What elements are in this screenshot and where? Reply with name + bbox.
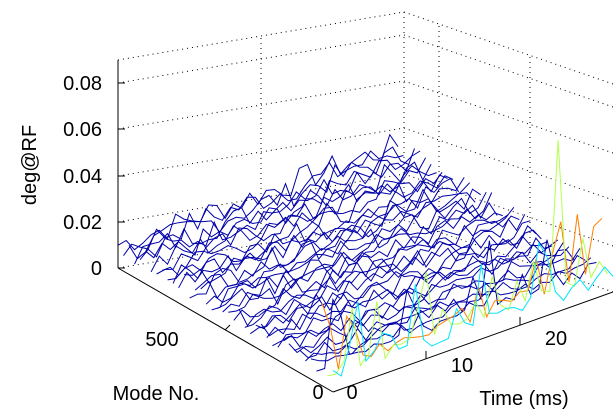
waterfall-trace: [250, 220, 531, 335]
gridline-z-0.06: [117, 80, 405, 130]
time-axis-label: Time (ms): [479, 388, 568, 410]
waterfall-trace: [277, 239, 559, 348]
waterfall-traces: [117, 133, 613, 377]
z-tick-label-0.02: 0.02: [63, 212, 102, 234]
time-axis-line: [332, 291, 613, 393]
waterfall-trace: [327, 140, 608, 377]
waterfall-trace: [184, 177, 465, 284]
mode-tick-label-500: 500: [145, 329, 178, 351]
axes: 0 0.02 0.04 0.06 0.08 500 0 0 10 20 deg@…: [19, 60, 613, 410]
time-tick-label-10: 10: [451, 355, 473, 377]
waterfall-trace: [244, 214, 526, 328]
waterfall-trace: [134, 148, 415, 265]
waterfall-trace: [260, 229, 542, 337]
waterfall-trace: [255, 224, 537, 330]
waterfall-trace: [222, 212, 503, 313]
waterfall-trace: [228, 214, 509, 313]
mode-tick-500: [224, 324, 231, 331]
waterfall-trace: [233, 206, 515, 321]
back-top-edge-right: [403, 11, 613, 85]
waterfall-trace: [139, 150, 421, 261]
waterfall-trace: [316, 239, 597, 372]
gridline-z-0.04: [117, 127, 405, 177]
back-floor-right: [403, 219, 613, 293]
z-axis-label: deg@RF: [19, 125, 41, 205]
back-top-edge-left: [117, 11, 405, 61]
waterfall-trace: [167, 174, 448, 281]
z-tick-label-0.06: 0.06: [63, 119, 102, 141]
waterfall-trace: [161, 172, 443, 277]
waterfall-trace: [272, 237, 553, 347]
gridline-z-0.02-right: [403, 173, 613, 247]
gridline-z-0.06-right: [403, 80, 613, 154]
z-tick-label-0.08: 0.08: [63, 73, 102, 95]
waterfall-trace: [189, 182, 471, 299]
mode-tick-label-0: 0: [312, 382, 323, 404]
time-tick-label-20: 20: [545, 328, 567, 350]
gridline-z-0.04-right: [403, 127, 613, 201]
waterfall-trace: [205, 191, 487, 305]
waterfall-trace: [332, 241, 613, 377]
waterfall-trace: [321, 214, 603, 370]
waterfall-trace: [288, 246, 570, 354]
z-tick-label-0.04: 0.04: [63, 166, 102, 188]
z-tick-label-0: 0: [91, 258, 102, 280]
time-tick-label-0: 0: [346, 382, 357, 404]
waterfall-trace: [305, 254, 586, 362]
mode-axis-label: Mode No.: [113, 383, 200, 405]
grid: [117, 11, 613, 293]
waterfall-trace: [294, 248, 575, 354]
gridline-z-0.08-right: [403, 34, 613, 108]
waterfall-trace: [194, 192, 476, 291]
waterfall-trace: [156, 165, 437, 275]
waterfall-trace: [128, 146, 410, 260]
